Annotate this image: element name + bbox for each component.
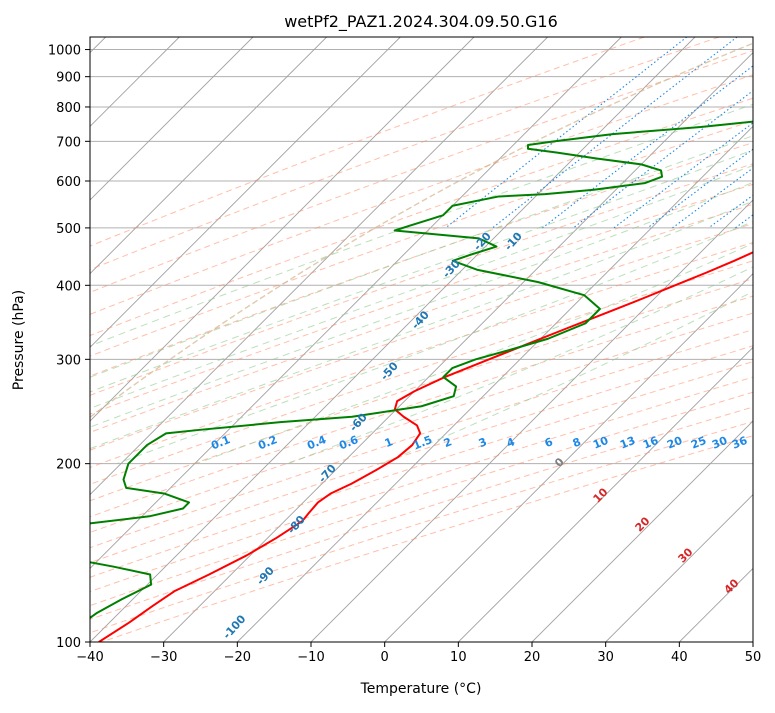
temperature-profile-line: [98, 251, 753, 642]
dry-adiabat-line: [90, 120, 753, 357]
chart-title: wetPf2_PAZ1.2024.304.09.50.G16: [284, 12, 558, 32]
isotherm-line: [90, 37, 475, 422]
isotherm-line: [458, 346, 753, 642]
x-axis-label: Temperature (°C): [360, 681, 482, 697]
isotherm-line: [605, 494, 753, 642]
dry-adiabat-line: [90, 345, 753, 564]
mixing-ratio-line: [572, 90, 753, 229]
dry-adiabat-line: [90, 183, 753, 415]
isotherm-line: [90, 37, 548, 496]
isotherm-line: [90, 37, 254, 201]
moist-adiabat-line: [90, 103, 753, 347]
mixing-ratio-label: 2: [442, 435, 454, 450]
mixing-ratio-label: 3: [477, 435, 489, 450]
isotherm-line: [90, 37, 401, 348]
mixing-ratio-label: 13: [618, 434, 637, 452]
moist-adiabat-line: [90, 164, 753, 409]
dewpoint-profile-line: [90, 120, 753, 620]
dry-adiabat-line: [101, 435, 753, 642]
mixing-ratio-label: 36: [730, 434, 749, 452]
x-tick-label: −40: [76, 650, 103, 665]
dry-adiabat-line: [90, 361, 753, 578]
y-tick-label: 500: [56, 222, 81, 237]
moist-adiabat-line: [90, 149, 753, 393]
x-tick-label: 30: [597, 650, 614, 665]
x-axis: −40 −30 −20 −10 0 10 20 30 40 50: [76, 642, 761, 665]
y-tick-label: 1000: [48, 44, 81, 59]
dry-adiabat-line: [90, 37, 720, 271]
mixing-ratio-label: 16: [641, 434, 660, 452]
moist-adiabat-line: [90, 135, 753, 378]
mixing-ratio-label: 30: [710, 434, 729, 452]
x-tick-label: 0: [381, 650, 389, 665]
isotherm-line: [384, 273, 753, 642]
y-tick-label: 800: [56, 101, 81, 116]
isotherm-line: [531, 420, 753, 642]
y-tick-label: 900: [56, 71, 81, 86]
x-tick-label: 10: [450, 650, 467, 665]
isotherm-line: [310, 199, 753, 642]
mixing-ratio-label: 10: [591, 434, 610, 452]
dry-adiabat-line: [90, 50, 753, 293]
plot-frame: [89, 36, 754, 643]
series-layer: [90, 120, 753, 642]
dry-adiabat-line: [90, 37, 645, 247]
x-tick-label: −20: [224, 650, 251, 665]
isotherm-line: [90, 37, 622, 569]
x-tick-label: 40: [671, 650, 688, 665]
x-tick-label: −30: [150, 650, 177, 665]
mixing-ratio-label: 20: [665, 434, 684, 452]
y-tick-label: 400: [56, 279, 81, 294]
isotherm-line: [90, 37, 327, 275]
dry-adiabat-line: [90, 142, 753, 377]
reference-lines-layer: [90, 37, 753, 642]
isotherm-line: [90, 37, 696, 642]
y-tick-label: 600: [56, 175, 81, 190]
x-tick-label: 50: [745, 650, 762, 665]
x-tick-label: −10: [297, 650, 324, 665]
isotherm-line: [163, 52, 753, 642]
y-axis-label: Pressure (hPa): [11, 290, 27, 390]
dry-adiabat-line: [90, 97, 753, 337]
y-tick-label: 300: [56, 353, 81, 368]
y-axis: 1000 900 800 700 600 500 400 300 200 100: [48, 44, 90, 651]
mixing-ratio-line: [672, 167, 753, 229]
dry-adiabat-line: [90, 163, 753, 396]
moist-adiabat-line: [90, 181, 753, 428]
mixing-ratio-line: [542, 65, 753, 229]
moist-adiabat-line: [287, 266, 753, 465]
dry-adiabat-line: [90, 329, 753, 549]
y-tick-label: 700: [56, 135, 81, 150]
y-tick-label: 100: [56, 636, 81, 651]
mixing-ratio-line: [492, 37, 738, 229]
mixing-ratio-label: 8: [571, 435, 583, 450]
mixing-ratio-label: 1: [383, 435, 395, 450]
x-tick-label: 20: [524, 650, 541, 665]
mixing-ratio-label: 25: [689, 434, 708, 452]
guide-curve: [90, 42, 753, 419]
y-tick-label: 200: [56, 458, 81, 473]
